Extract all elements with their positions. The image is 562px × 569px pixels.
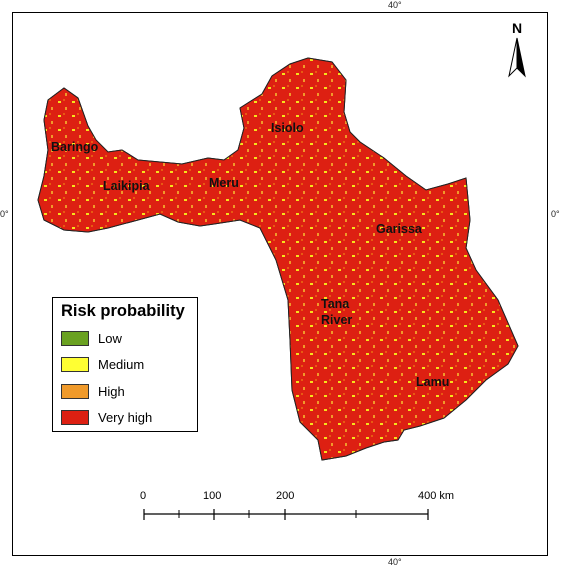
legend-item-very-high: Very high — [61, 408, 152, 426]
legend: Risk probability Low Medium High Very hi… — [52, 297, 198, 432]
legend-swatch-low — [61, 330, 89, 346]
region-label-tana-river: Tana River — [321, 297, 353, 327]
region-label-lamu: Lamu — [416, 375, 450, 389]
region-label-baringo: Baringo — [51, 140, 99, 154]
north-letter: N — [512, 20, 523, 36]
legend-label-medium: Medium — [98, 356, 145, 372]
scale-label-0: 0 — [140, 490, 147, 502]
graticule-top-lon: 40° — [388, 0, 402, 10]
legend-swatch-very-high — [61, 409, 89, 425]
graticule-bottom-lon: 40° — [388, 557, 402, 567]
legend-item-low: Low — [61, 329, 122, 347]
scale-label-100: 100 — [203, 490, 222, 502]
scale-label-200: 200 — [276, 490, 295, 502]
graticule-right-lat: 0° — [551, 209, 560, 219]
north-arrow-icon — [508, 37, 526, 78]
scale-bar-line — [143, 509, 429, 520]
legend-swatch-medium — [61, 356, 89, 372]
legend-label-low: Low — [98, 330, 122, 346]
region-label-garissa: Garissa — [376, 222, 422, 236]
legend-label-very-high: Very high — [98, 409, 153, 425]
legend-label-high: High — [98, 383, 125, 399]
scale-bar: 0 100 200 400 km — [130, 490, 454, 530]
north-arrow: N — [505, 20, 529, 80]
legend-title: Risk probability — [61, 302, 185, 320]
legend-item-high: High — [61, 382, 125, 400]
region-label-meru: Meru — [209, 176, 239, 190]
region-label-isiolo: Isiolo — [271, 121, 304, 135]
legend-item-medium: Medium — [61, 355, 144, 373]
legend-swatch-high — [61, 383, 89, 399]
region-label-laikipia: Laikipia — [103, 179, 150, 193]
graticule-left-lat: 0° — [0, 209, 9, 219]
scale-label-400: 400 km — [418, 490, 455, 502]
